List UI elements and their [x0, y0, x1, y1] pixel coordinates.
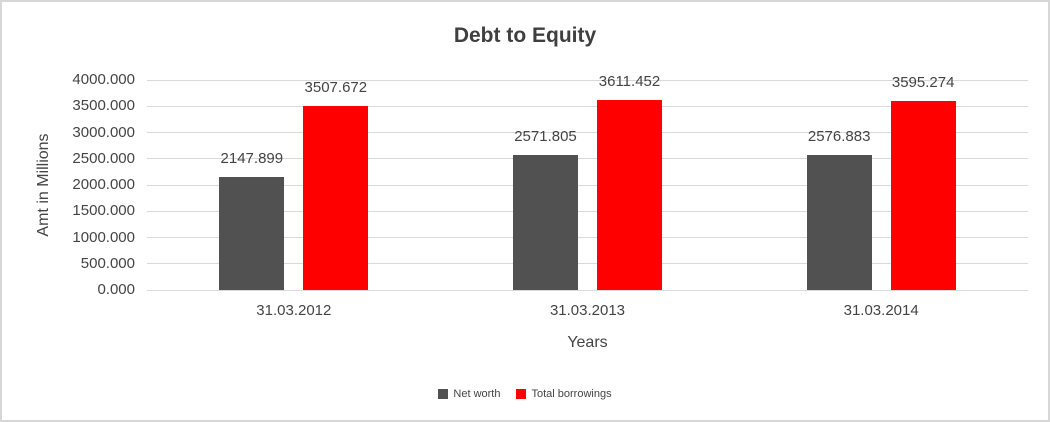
legend-swatch-net-worth — [438, 389, 449, 399]
gridline — [147, 237, 1028, 238]
legend-item-net-worth: Net worth — [438, 388, 500, 400]
bar-net-worth — [219, 177, 285, 290]
gridline — [147, 79, 1028, 81]
y-tick-label: 500.000 — [80, 254, 135, 272]
x-category-label: 31.03.2014 — [843, 302, 919, 319]
data-label: 3611.452 — [598, 73, 661, 91]
y-tick-label: 4000.000 — [72, 71, 135, 88]
y-tick-label: 3000.000 — [72, 123, 135, 141]
x-category-label: 31.03.2012 — [256, 302, 332, 319]
y-tick-label: 2500.000 — [72, 149, 135, 167]
legend-swatch-total-borrowings — [516, 389, 527, 399]
data-label: 3507.672 — [304, 78, 368, 96]
legend: Net worth Total borrowings — [2, 388, 1048, 400]
gridline — [147, 158, 1028, 160]
data-label: 2576.883 — [807, 127, 871, 145]
bar-net-worth — [806, 154, 872, 290]
data-label: 3595.274 — [891, 74, 955, 92]
bar-total-borrowings — [890, 101, 956, 290]
gridline — [147, 132, 1028, 133]
bar-total-borrowings — [597, 100, 662, 290]
legend-item-total-borrowings: Total borrowings — [516, 388, 612, 400]
chart-title: Debt to Equity — [453, 24, 597, 47]
bar-net-worth — [513, 154, 578, 290]
y-tick-label: 0.000 — [97, 281, 135, 298]
gridline — [147, 184, 1028, 186]
gridline — [147, 289, 1028, 291]
gridline — [147, 105, 1028, 107]
y-tick-label: 1500.000 — [72, 202, 135, 220]
bar-total-borrowings — [303, 105, 369, 290]
data-label: 2147.899 — [220, 150, 284, 168]
x-category-label: 31.03.2013 — [549, 302, 626, 319]
y-tick-label: 1000.000 — [72, 228, 135, 246]
gridline — [147, 263, 1028, 265]
data-label: 2571.805 — [514, 127, 577, 145]
gridline — [147, 210, 1028, 212]
y-tick-label: 3500.000 — [72, 97, 135, 115]
legend-label: Net worth — [453, 388, 501, 400]
plot-area: 0.000 500.000 1000.000 1500.000 2000.000 2500… — [72, 71, 1028, 319]
y-tick-label: 2000.000 — [72, 176, 135, 193]
legend-label: Total borrowings — [531, 388, 612, 400]
x-axis-title: Years — [567, 334, 608, 351]
